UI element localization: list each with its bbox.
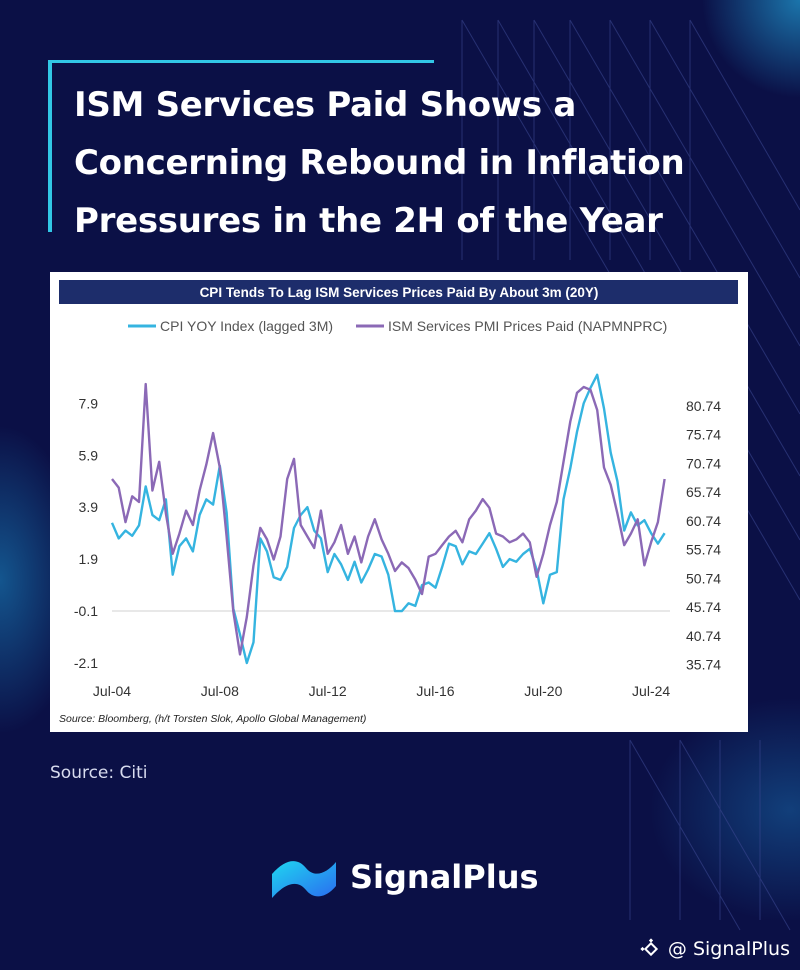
left-tick-label: 1.9	[79, 551, 99, 567]
binance-square-icon	[640, 938, 658, 957]
social-handle[interactable]: @ SignalPlus	[640, 938, 790, 960]
right-tick-label: 50.74	[686, 570, 721, 586]
left-tick-label: 7.9	[79, 395, 99, 411]
title-accent-rule	[48, 60, 434, 63]
left-tick-label: -0.1	[74, 603, 98, 619]
left-axis-ticks: 7.9 5.9 3.9 1.9 -0.1 -2.1	[74, 395, 98, 671]
headline: ISM Services Paid Shows a Concerning Reb…	[74, 85, 685, 241]
handle-text: @ SignalPlus	[667, 938, 790, 960]
right-tick-label: 45.74	[686, 599, 721, 615]
x-tick-label: Jul-24	[632, 683, 670, 699]
right-tick-label: 35.74	[686, 657, 721, 673]
chart-header-bar	[59, 280, 738, 304]
right-axis-ticks: 80.74 75.74 70.74 65.74 60.74 55.74 50.74 45.74…	[686, 398, 721, 673]
left-tick-label: -2.1	[74, 655, 98, 671]
left-tick-label: 3.9	[79, 499, 99, 515]
chart-footnote: Source: Bloomberg, (h/t Torsten Slok, Ap…	[59, 713, 366, 725]
right-tick-label: 60.74	[686, 513, 721, 529]
x-tick-label: Jul-08	[201, 683, 239, 699]
legend-label-cpi: CPI YOY Index (lagged 3M)	[160, 318, 333, 334]
right-tick-label: 75.74	[686, 427, 721, 443]
series-line-ism	[111, 382, 666, 656]
right-tick-label: 80.74	[686, 398, 721, 414]
source-caption: Source: Citi	[50, 763, 148, 783]
right-tick-label: 40.74	[686, 628, 721, 644]
right-tick-label: 65.74	[686, 484, 721, 500]
x-axis-ticks: Jul-04 Jul-08 Jul-12 Jul-16 Jul-20 Jul-24	[93, 683, 670, 699]
brand-name: SignalPlus	[350, 858, 539, 896]
x-tick-label: Jul-12	[309, 683, 347, 699]
right-tick-label: 70.74	[686, 455, 721, 471]
right-tick-label: 55.74	[686, 542, 721, 558]
left-tick-label: 5.9	[79, 447, 99, 463]
chart-svg: CPI Tends To Lag ISM Services Prices Pai…	[59, 280, 738, 725]
series-lines	[110, 373, 666, 665]
x-tick-label: Jul-04	[93, 683, 131, 699]
chart-title: CPI Tends To Lag ISM Services Prices Pai…	[200, 285, 599, 300]
x-tick-label: Jul-20	[524, 683, 562, 699]
signalplus-wave-logo-icon	[272, 861, 336, 898]
chart-card: CPI Tends To Lag ISM Services Prices Pai…	[50, 272, 748, 732]
series-line-cpi	[110, 373, 666, 665]
legend-label-ism: ISM Services PMI Prices Paid (NAPMNPRC)	[388, 318, 667, 334]
brand-lockup: SignalPlus	[268, 852, 568, 906]
title-frame: ISM Services Paid Shows a Concerning Reb…	[48, 60, 692, 241]
x-tick-label: Jul-16	[416, 683, 454, 699]
